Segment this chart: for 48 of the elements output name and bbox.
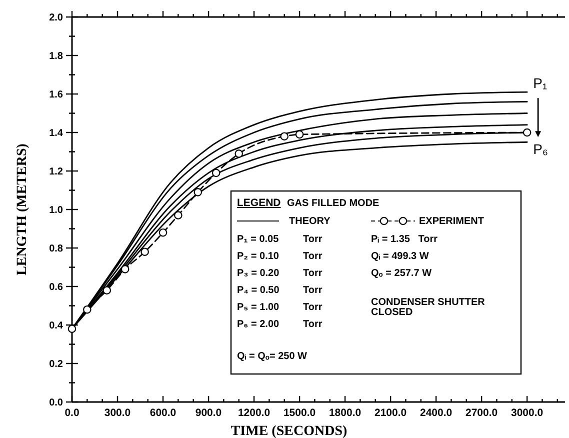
- x-tick-label: 900.0: [195, 407, 222, 419]
- text: Torr: [303, 285, 322, 296]
- series-label: P₁: [533, 75, 548, 92]
- x-tick-label: 0.0: [64, 407, 80, 419]
- series-label: P₆: [533, 141, 548, 158]
- x-tick-label: 2100.0: [374, 407, 407, 419]
- annotation: CONDENSER SHUTTER: [371, 297, 486, 308]
- y-tick-label: 2.0: [49, 12, 64, 24]
- annotation: Torr: [303, 234, 322, 245]
- y-tick-label: 0.0: [49, 398, 64, 408]
- annotation: P₂ = 0.10: [237, 251, 280, 262]
- x-tick-label: 1800.0: [328, 407, 362, 419]
- x-tick-label: 1200.0: [238, 407, 270, 419]
- y-tick-label: 0.8: [49, 244, 64, 254]
- y-tick-label: 0.4: [49, 320, 64, 332]
- y-tick-label: 1.8: [49, 51, 64, 62]
- y-tick-label: 0.6: [49, 282, 64, 293]
- legend-title: LEGEND: [237, 197, 282, 209]
- x-tick-label: 2400.0: [420, 407, 452, 419]
- y-tick-label: 1.6: [49, 90, 64, 100]
- annotation: P₅ = 1.00: [237, 302, 280, 313]
- y-tick-label: 1.4: [49, 128, 64, 139]
- annotation: THEORY: [289, 216, 331, 227]
- text: Torr: [303, 319, 322, 330]
- x-tick-label: 300.0: [104, 407, 131, 419]
- annotation: CLOSED: [371, 307, 413, 318]
- annotation: P₃ = 0.20: [237, 268, 280, 279]
- annotation: Qᵢ = Qₒ= 250 W: [237, 351, 308, 362]
- x-tick-label: 2700.0: [466, 407, 498, 419]
- x-axis-title: TIME (SECONDS): [230, 424, 348, 438]
- y-tick-label: 0.2: [49, 359, 64, 370]
- annotation: P₁ = 0.05: [237, 234, 280, 245]
- y-axis-title: LENGTH (METERS): [15, 143, 30, 276]
- annotation: Pᵢ = 1.35 Torr: [371, 234, 438, 245]
- legend-label: EXPERIMENT: [419, 216, 484, 227]
- x-tick-label: 600.0: [150, 407, 176, 419]
- annotation: Qₒ = 257.7 W: [371, 268, 432, 279]
- annotation: P₄ = 0.50: [237, 285, 280, 296]
- y-tick-label: 1.2: [49, 166, 64, 178]
- annotation: P₆ = 2.00: [237, 319, 280, 330]
- x-tick-label: 3000.0: [511, 407, 544, 419]
- text: Torr: [303, 251, 322, 262]
- y-tick-label: 1.0: [49, 205, 64, 216]
- annotation: GAS FILLED MODE: [287, 198, 380, 209]
- text: Torr: [303, 302, 322, 313]
- annotation: Qᵢ = 499.3 W: [371, 251, 430, 262]
- x-tick-label: 1500.0: [283, 407, 316, 419]
- text: Torr: [303, 268, 322, 279]
